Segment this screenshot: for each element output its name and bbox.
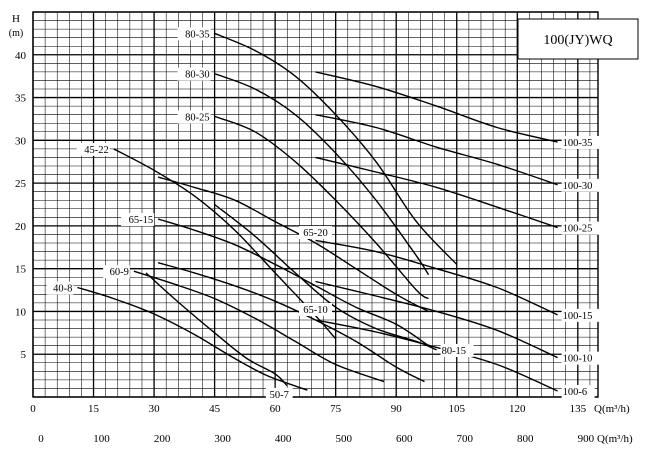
y-tick-label: 35 <box>15 93 27 105</box>
x-tick-label-bottom: 600 <box>396 433 413 445</box>
curve-label-background <box>121 213 155 227</box>
curve-label-100-15: 100-15 <box>563 311 593 322</box>
curve-label-background <box>299 226 332 239</box>
curve-group <box>77 32 558 392</box>
curve-100-30 <box>315 114 558 186</box>
x-tick-label-top: 45 <box>209 403 221 415</box>
x-tick-label-top: 75 <box>330 403 342 415</box>
curve-label-80-30: 80-30 <box>185 70 210 81</box>
curve-80-35 <box>214 32 458 265</box>
chart-title-box: 100(JY)WQ <box>517 18 639 60</box>
curve-label-100-10: 100-10 <box>563 354 593 365</box>
curve-100-25 <box>315 156 558 229</box>
curve-label-80-15: 80-15 <box>442 346 467 357</box>
x-tick-label-bottom: 300 <box>214 433 231 445</box>
curve-label-background <box>177 67 211 81</box>
curve-label-background <box>561 385 595 399</box>
curve-label-background <box>561 178 601 192</box>
curve-label-background <box>177 110 211 124</box>
x-axis-label-bottom: Q(m³/h) <box>597 433 633 445</box>
x-tick-label-top: 135 <box>570 403 587 415</box>
curve-100-35 <box>315 71 558 143</box>
y-tick-label: 15 <box>15 264 27 276</box>
curve-label-45-22: 45-22 <box>84 145 109 156</box>
curve-label-65-15: 65-15 <box>129 215 154 226</box>
curve-label-background <box>265 387 293 401</box>
curve-label-80-35: 80-35 <box>185 29 210 40</box>
x-tick-label-top: 60 <box>270 403 282 415</box>
y-tick-label: 40 <box>15 50 27 62</box>
curve-60-9 <box>133 270 385 383</box>
x-tick-label-bottom: 900 <box>578 433 595 445</box>
y-tick-label: 20 <box>15 221 27 233</box>
curve-label-100-25: 100-25 <box>563 224 593 235</box>
x-tick-label-top: 0 <box>30 403 36 415</box>
x-tick-label-bottom: 400 <box>275 433 292 445</box>
curve-label-background <box>440 343 474 357</box>
x-tick-label-bottom: 200 <box>154 433 171 445</box>
curve-label-group: 80-35 80-30 80-25 100-35 100-30 100-25 100-15 1… <box>46 27 601 401</box>
curve-label-40-8: 40-8 <box>53 283 72 294</box>
curve-65-15 <box>157 218 429 347</box>
curve-label-65-10: 65-10 <box>303 305 328 316</box>
curve-label-background <box>103 265 130 279</box>
curve-40-8 <box>77 286 308 391</box>
curve-label-background <box>177 27 211 41</box>
y-tick-label: 5 <box>21 349 27 361</box>
x-tick-label-bottom: 800 <box>517 433 534 445</box>
chart-title: 100(JY)WQ <box>543 33 612 48</box>
x-tick-labels-top: 0 15 30 45 60 75 90 105 120 135 <box>30 403 586 415</box>
x-tick-label-bottom: 0 <box>38 433 44 445</box>
curve-label-60-9: 60-9 <box>110 267 129 278</box>
y-axis-label: H <box>12 13 20 25</box>
x-tick-label-top: 15 <box>88 403 100 415</box>
axes: H (m) 5 10 15 20 25 30 35 40 0 15 30 45 60 75 90 105 12… <box>9 13 633 445</box>
curve-label-100-6: 100-6 <box>563 387 588 398</box>
curve-label-background <box>561 351 601 365</box>
curve-100-6 <box>315 319 558 392</box>
y-tick-label: 10 <box>15 306 27 318</box>
curve-label-100-30: 100-30 <box>563 181 593 192</box>
curve-label-65-20: 65-20 <box>303 228 328 239</box>
y-tick-labels: 5 10 15 20 25 30 35 40 <box>15 50 27 361</box>
curve-label-background <box>46 281 74 295</box>
x-tick-label-bottom: 500 <box>335 433 352 445</box>
y-tick-label: 25 <box>15 178 27 190</box>
x-tick-label-bottom: 100 <box>93 433 110 445</box>
curve-80-15 <box>214 203 437 351</box>
curve-80-25 <box>214 115 429 300</box>
curve-100-10 <box>315 280 558 359</box>
curve-label-background <box>76 142 110 156</box>
x-axis-label-top: Q(m³/h) <box>594 403 630 415</box>
curve-65-20 <box>157 176 429 313</box>
curve-label-80-25: 80-25 <box>185 112 210 123</box>
x-tick-label-bottom: 700 <box>457 433 474 445</box>
curve-50-7 <box>145 272 288 387</box>
plot-frame <box>32 11 599 398</box>
curve-label-background <box>561 221 601 235</box>
curve-label-background <box>561 308 601 322</box>
y-axis-unit: (m) <box>9 28 23 39</box>
curve-label-50-7: 50-7 <box>270 390 289 401</box>
curve-label-background <box>561 136 601 150</box>
curve-80-30 <box>214 72 430 276</box>
minor-grid <box>33 12 598 397</box>
x-tick-label-top: 120 <box>509 403 526 415</box>
curve-100-15 <box>315 239 558 316</box>
curve-65-10 <box>157 262 425 383</box>
x-tick-label-top: 90 <box>391 403 403 415</box>
y-tick-label: 30 <box>15 135 27 147</box>
x-tick-label-top: 105 <box>449 403 466 415</box>
curve-label-100-35: 100-35 <box>563 138 593 149</box>
curve-label-background <box>299 303 332 316</box>
x-tick-label-top: 30 <box>149 403 161 415</box>
x-tick-labels-bottom: 0 100 200 300 400 500 600 700 800 900 <box>38 433 594 445</box>
